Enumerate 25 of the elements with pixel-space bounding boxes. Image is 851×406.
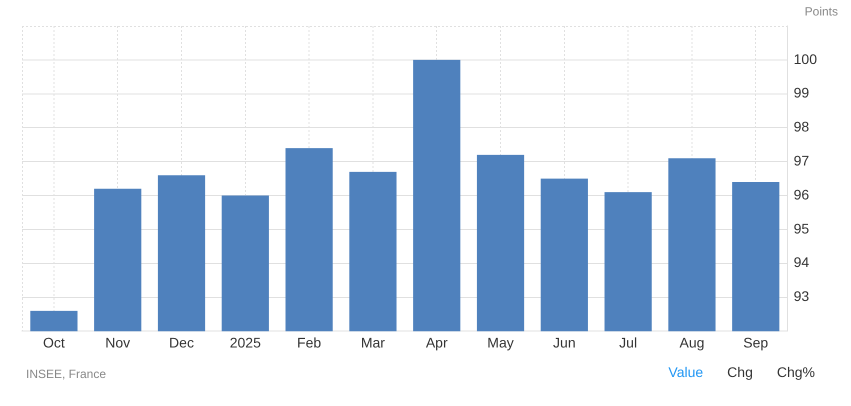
y-axis-title: Points <box>804 4 838 18</box>
x-tick-label: Apr <box>426 334 448 350</box>
x-tick-label: Jul <box>619 334 638 350</box>
y-tick-label: 95 <box>794 220 810 236</box>
x-tick-label: Feb <box>297 334 322 350</box>
x-tick-label: Mar <box>360 334 386 350</box>
x-tick-label: Aug <box>679 334 704 350</box>
x-tick-label: Oct <box>43 334 65 350</box>
y-tick-label: 94 <box>794 254 810 270</box>
x-tick-label: Nov <box>105 334 130 350</box>
x-tick-label: 2025 <box>230 334 262 350</box>
x-tick-label: Sep <box>743 334 768 350</box>
text: Chg% <box>776 364 815 380</box>
y-tick-label: 97 <box>794 152 810 169</box>
y-tick-label: 96 <box>794 186 810 202</box>
text: Value <box>668 364 704 380</box>
x-tick-label: Jun <box>553 334 576 350</box>
y-tick-label: 98 <box>794 118 810 135</box>
y-tick-label: 93 <box>794 288 810 304</box>
y-tick-label: 100 <box>794 50 818 67</box>
x-tick-label: May <box>487 334 514 350</box>
x-tick-label: Dec <box>169 334 194 350</box>
text: INSEE, France <box>26 367 106 381</box>
y-tick-label: 99 <box>794 84 810 101</box>
text: Chg <box>727 364 753 380</box>
